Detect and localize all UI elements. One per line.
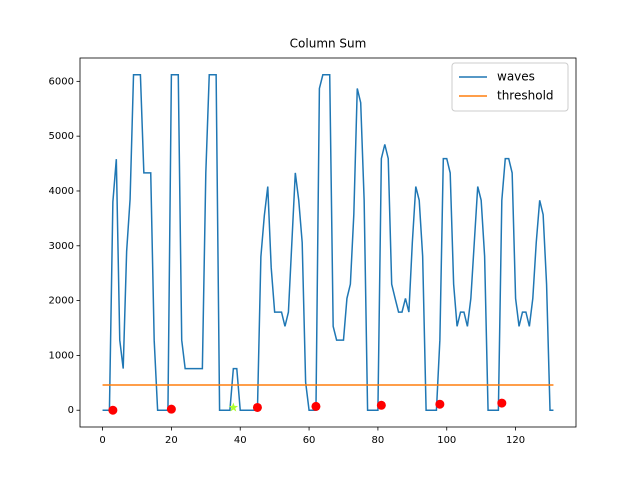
scatter-point [252,402,262,412]
x-tick-label: 20 [165,435,178,446]
scatter-point [108,405,118,415]
x-tick-label: 120 [506,435,525,446]
line-series [102,74,554,411]
legend-box [451,62,569,112]
y-tick-label: 4000 [49,186,74,197]
x-tick-label: 40 [234,435,247,446]
scatter-point [311,401,321,411]
y-tick-label: 1000 [49,350,74,361]
legend-label: threshold [497,89,554,103]
scatter-point [497,398,507,408]
scatter-point [166,404,176,414]
y-tick-label: 6000 [49,76,74,87]
y-tick-label: 3000 [49,241,74,252]
scatter-point [228,402,239,412]
x-tick-label: 100 [437,435,456,446]
y-tick-label: 5000 [49,131,74,142]
x-tick-label: 60 [303,435,316,446]
y-tick-label: 0 [68,405,74,416]
x-tick-label: 0 [99,435,105,446]
scatter-point [376,400,386,410]
legend-label: waves [497,70,535,84]
x-tick-label: 80 [372,435,385,446]
chart-title: Column Sum [290,37,367,51]
y-tick-label: 2000 [49,296,74,307]
axes-frame [79,57,577,428]
scatter-point [435,399,445,409]
